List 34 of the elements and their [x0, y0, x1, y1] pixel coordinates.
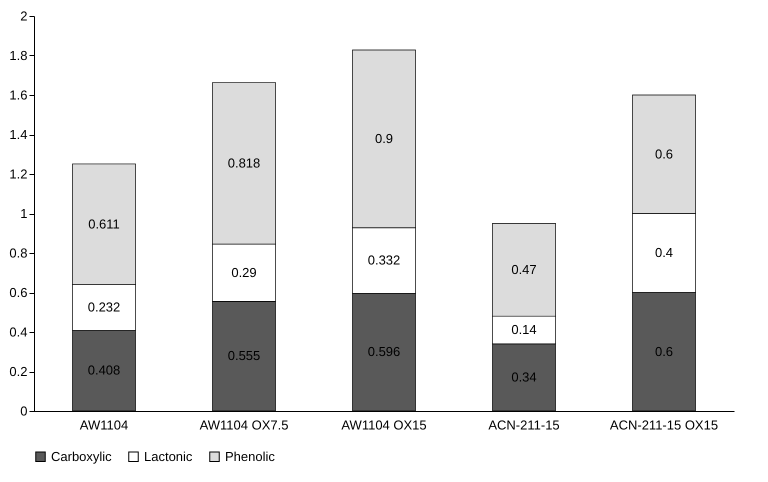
y-tick-label: 2 — [20, 8, 28, 24]
data-label: 0.47 — [511, 262, 537, 277]
y-tick-label: 0.6 — [9, 285, 28, 300]
x-tick-label: AW1104 — [80, 418, 128, 432]
x-tick-label: ACN-211-15 OX15 — [610, 418, 718, 432]
data-label: 0.6 — [654, 344, 674, 359]
y-tick-label: 1.4 — [9, 127, 28, 142]
data-label: 0.408 — [88, 362, 120, 378]
y-tick-label: 1 — [20, 206, 28, 221]
y-tick-label: 0.4 — [9, 324, 28, 340]
data-label: 0.818 — [228, 155, 260, 170]
y-tick-label: 0.8 — [9, 246, 28, 260]
data-label: 0.596 — [368, 344, 400, 360]
y-tick-label: 0.2 — [9, 364, 28, 379]
data-label: 0.14 — [511, 322, 537, 338]
data-label: 0.34 — [511, 369, 537, 384]
y-tick-label: 1.6 — [9, 88, 28, 102]
data-label: 0.9 — [374, 130, 394, 146]
legend-label: Lactonic — [144, 448, 193, 464]
y-tick-label: 0 — [20, 404, 28, 418]
data-label: 0.6 — [654, 146, 674, 162]
y-tick-label: 1.2 — [9, 166, 28, 182]
legend-label: Phenolic — [225, 448, 276, 464]
data-label: 0.555 — [228, 348, 260, 364]
data-label: 0.611 — [88, 216, 120, 232]
data-label: 0.232 — [88, 300, 120, 315]
x-tick-label: AW1104 OX7.5 — [200, 418, 288, 432]
y-tick-label: 1.8 — [9, 48, 28, 63]
data-label: 0.29 — [231, 264, 257, 280]
x-tick-label: ACN-211-15 — [488, 418, 560, 432]
data-label: 0.4 — [654, 245, 674, 260]
x-tick-label: AW1104 OX15 — [341, 418, 427, 432]
data-label: 0.332 — [368, 252, 400, 268]
legend-label: Carboxylic — [51, 448, 112, 464]
